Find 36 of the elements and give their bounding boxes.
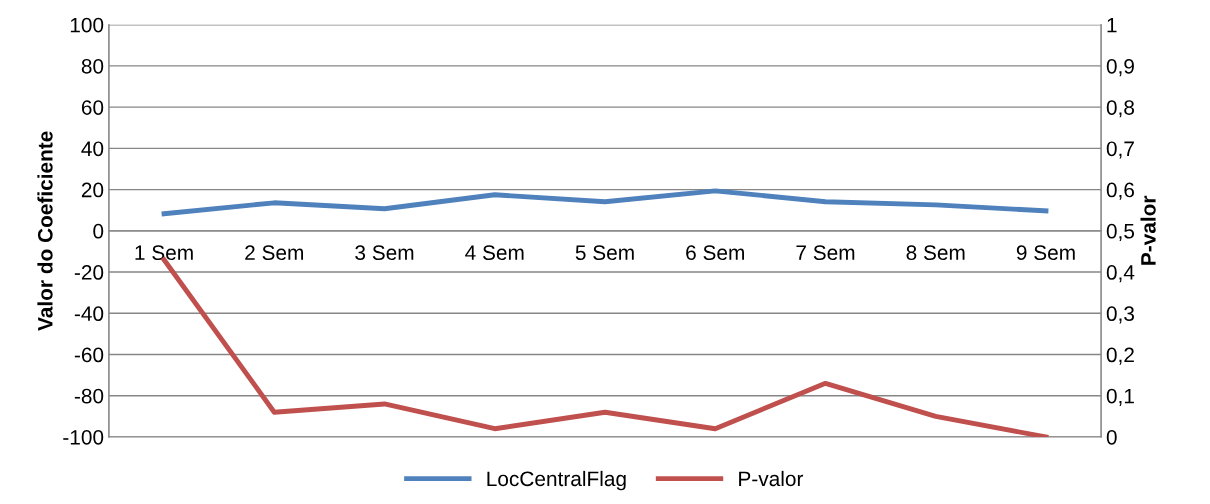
y-tick-label: 0	[93, 223, 104, 239]
y2-tick-label: 0,3	[1106, 306, 1135, 324]
y2-tick-label: 0,9	[1106, 58, 1134, 77]
y-tick-label: 100	[70, 17, 104, 33]
x-tick-label: 5 Sem	[575, 245, 634, 261]
x-tick-label: 2 Sem	[245, 245, 303, 261]
y-tick-label: 60	[81, 100, 104, 115]
x-tick-label: 9 Sem	[1016, 245, 1075, 261]
x-tick-label: 7 Sem	[796, 245, 855, 261]
y-tick-label: 20	[81, 182, 104, 198]
y2-tick-label: 0,4	[1106, 265, 1135, 283]
y2-tick-label: 1	[1107, 17, 1117, 33]
y2-tick-label: 0,8	[1106, 100, 1135, 118]
legend-label: P-valor	[739, 470, 804, 487]
y2-tick-label: 0,2	[1106, 347, 1134, 365]
y2-tick-label: 0,1	[1106, 388, 1134, 406]
line-series	[161, 188, 1049, 217]
y2-tick-label: 0,6	[1106, 182, 1135, 200]
y-tick-label: 40	[81, 141, 104, 157]
x-tick-label: 8 Sem	[906, 245, 965, 261]
y2-tick-label: 0,7	[1106, 141, 1134, 159]
x-tick-label: 3 Sem	[355, 245, 414, 261]
y-tick-label: -100	[63, 429, 104, 445]
y-tick-label: -20	[74, 265, 104, 280]
y-tick-label: -40	[74, 306, 104, 322]
y2-axis-title: P-valor	[1140, 195, 1156, 265]
x-tick-label: 4 Sem	[465, 245, 524, 261]
legend-label: LocCentralFlag	[487, 470, 626, 491]
x-tick-label: 6 Sem	[686, 245, 744, 261]
y-tick-label: -60	[74, 347, 104, 363]
x-tick-label: 1 Sem	[135, 245, 193, 261]
y-tick-label: -80	[74, 388, 104, 404]
y2-tick-label: 0	[1106, 429, 1117, 445]
y-axis-title: Valor do Coeficiente	[37, 131, 53, 331]
y2-tick-label: 0,5	[1106, 223, 1135, 242]
y-tick-label: 80	[81, 58, 104, 74]
